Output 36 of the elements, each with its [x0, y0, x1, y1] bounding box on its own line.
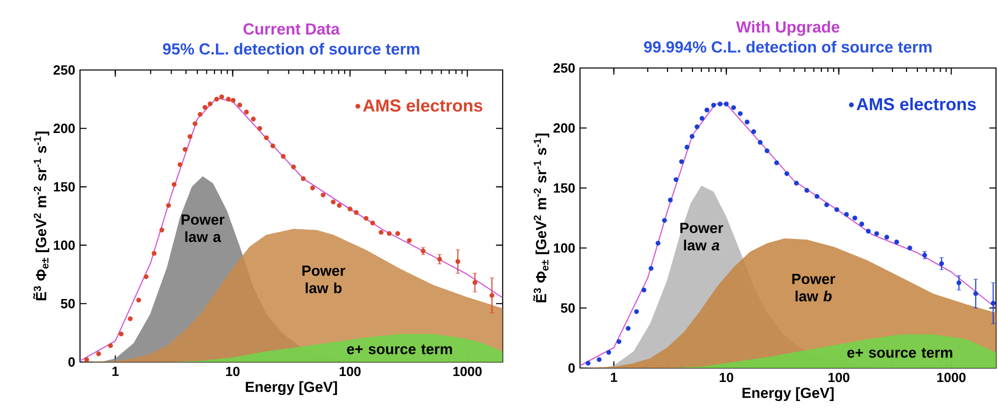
y-tick-label: 0	[68, 357, 75, 367]
x-tick-label: 1	[610, 372, 618, 382]
y-tick-label: 0	[568, 363, 575, 373]
series-label: Power law a	[680, 222, 724, 250]
series-label: e+ source term	[347, 344, 452, 354]
legend-label: AMS electrons	[856, 98, 976, 110]
legend-label: AMS electrons	[363, 98, 482, 112]
y-tick-label: 250	[54, 65, 75, 75]
chart-subtitle: 99.994% C.L. detection of source term	[644, 40, 932, 53]
y-tick-label: 50	[60, 298, 75, 308]
y-tick-label: 150	[54, 182, 75, 192]
series-label: e+ source term	[847, 348, 952, 358]
x-tick-label: 10	[720, 372, 734, 382]
x-tick-label: 1000	[453, 366, 482, 376]
x-tick-label: 1000	[937, 372, 966, 382]
y-tick-label: 100	[554, 243, 575, 253]
text: Ẽ$^{3}$ Φ$_{e±}$ [GeV$^{2}$ m$^{-2}$ sr$^{-1}$ s$^{-1}$]	[33, 132, 50, 300]
x-axis-title: Energy [GeV]	[742, 387, 834, 402]
chart-title: With Upgrade	[736, 20, 840, 36]
y-tick-label: 100	[54, 240, 75, 250]
series-label: Power law b	[302, 266, 346, 294]
series-label: Power law a	[182, 214, 224, 242]
x-axis-title: Energy [GeV]	[246, 381, 337, 396]
series-label: Power law b	[792, 274, 836, 302]
x-tick-label: 1	[112, 366, 119, 376]
x-tick-label: 10	[226, 366, 240, 376]
y-tick-label: 200	[54, 124, 75, 134]
y-tick-label: 150	[554, 183, 575, 193]
text: Ẽ$^{3}$ Φ$_{e±}$ [GeV$^{2}$ m$^{-2}$ sr$^{-1}$ s$^{-1}$]	[533, 134, 550, 302]
y-tick-label: 200	[554, 123, 575, 133]
chart-title: Current Data	[244, 23, 340, 35]
x-tick-label: 100	[340, 366, 361, 376]
x-tick-label: 100	[828, 372, 850, 382]
y-tick-label: 50	[560, 303, 575, 313]
y-tick-label: 250	[554, 63, 575, 73]
chart-subtitle: 95% C.L. detection of source term	[162, 42, 420, 55]
